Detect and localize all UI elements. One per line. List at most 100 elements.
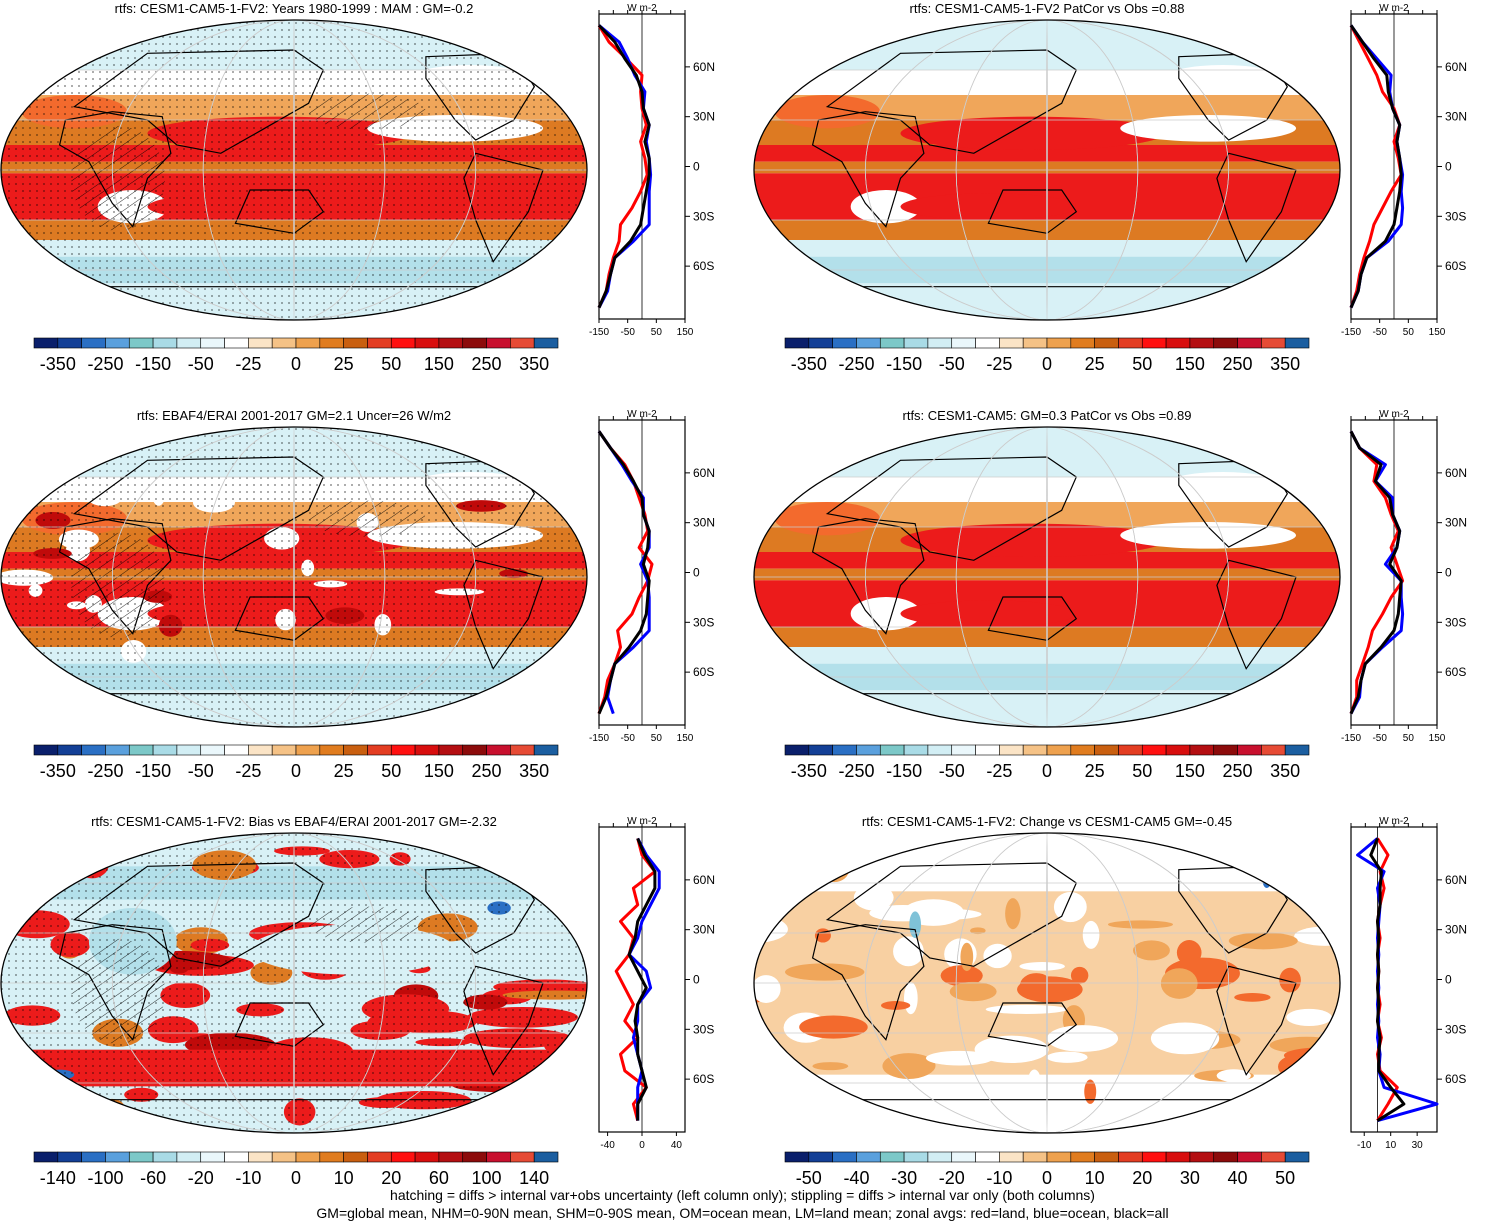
colorbar-swatch <box>248 744 273 756</box>
colorbar-label: -50 <box>796 1168 822 1188</box>
colorbar-swatch <box>1261 1151 1286 1163</box>
field-band <box>754 283 1340 320</box>
field-patch <box>754 975 781 1003</box>
colorbar-label: -30 <box>891 1168 917 1188</box>
profile-units: W m-2 <box>1379 3 1409 14</box>
field-patch <box>853 884 894 911</box>
colorbar-swatch <box>81 337 106 349</box>
colorbar-label: -250 <box>87 761 123 781</box>
meridian-line <box>293 20 295 320</box>
field-patch <box>21 1104 88 1119</box>
colorbar-label: -25 <box>986 761 1012 781</box>
colorbar-label: -50 <box>939 761 965 781</box>
profile-ytick-label: 60S <box>693 665 714 679</box>
profile-series-all <box>627 837 657 1121</box>
colorbar-swatch <box>856 337 881 349</box>
field-patch <box>1286 1008 1332 1026</box>
field-patch <box>900 193 1077 221</box>
colorbar-swatch <box>462 744 487 756</box>
graticule <box>1 833 587 1133</box>
field-patch <box>887 1053 936 1078</box>
field-patch <box>1046 1051 1088 1063</box>
colorbar: -350 -250 -150 -50 -25 0 25 50 150 250 350 <box>784 744 1310 781</box>
field-patch <box>970 927 986 935</box>
colorbar-label: -250 <box>87 354 123 374</box>
colorbar-label: 25 <box>1085 761 1105 781</box>
colorbar-label: -25 <box>235 761 261 781</box>
meridian-line <box>111 20 477 320</box>
profile-series-all <box>597 430 651 715</box>
profile-xtick-label: -40 <box>600 1140 615 1151</box>
colorbar-label: 0 <box>291 761 301 781</box>
colorbar-swatch <box>1165 744 1191 756</box>
profile-ytick-label: 30S <box>693 209 714 223</box>
profile-ytick-label: 0 <box>693 566 700 580</box>
colorbar-swatch <box>1141 337 1167 349</box>
colorbar-label: 140 <box>519 1168 549 1188</box>
field-patch <box>799 1015 868 1039</box>
colorbar-swatch <box>176 744 202 756</box>
colorbar-swatch <box>1189 744 1215 756</box>
colorbar-swatch <box>951 744 976 756</box>
colorbar-swatch <box>1141 744 1167 756</box>
profile-xtick-label: 50 <box>651 733 663 744</box>
field-patch <box>1133 940 1170 961</box>
zonal-profile: W m-2 60N 30N 0 30S 60S -150 -50 50 150 <box>1341 3 1467 338</box>
profile-xtick-label: -50 <box>620 733 635 744</box>
colorbar-label: 30 <box>1180 1168 1200 1188</box>
colorbar-swatch <box>414 744 440 756</box>
field-patch <box>819 856 850 883</box>
field-patch <box>900 600 1077 628</box>
colorbar-swatch <box>903 744 929 756</box>
field-patch <box>1305 869 1328 894</box>
map-field <box>754 20 1340 320</box>
antarctica-outline <box>754 693 1340 727</box>
colorbar-swatch <box>319 744 344 756</box>
colorbar-label: -25 <box>986 354 1012 374</box>
colorbar-swatch <box>105 337 130 349</box>
graticule <box>754 427 1340 727</box>
profile-xtick-label: -50 <box>1372 733 1387 744</box>
colorbar-swatch <box>999 744 1024 756</box>
map-border <box>0 19 588 321</box>
colorbar-swatch <box>343 744 368 756</box>
colorbar-label: 250 <box>1223 761 1253 781</box>
colorbar-swatch <box>533 1151 559 1163</box>
field-patch <box>799 1083 870 1092</box>
zonal-profile: W m-2 60N 30N 0 30S 60S -150 -50 50 150 <box>1341 409 1467 744</box>
colorbar-label: -250 <box>838 761 874 781</box>
colorbar-label: 0 <box>1042 1168 1052 1188</box>
panel-1: rtfs: CESM1-CAM5-1-FV2: Years 1980-1999 … <box>0 1 715 374</box>
colorbar-swatch <box>1094 1151 1119 1163</box>
meridian-line <box>955 833 1139 1133</box>
colorbar-label: 25 <box>334 761 354 781</box>
colorbar-swatch <box>1261 744 1286 756</box>
colorbar-swatch <box>903 1151 929 1163</box>
colorbar-label: 150 <box>424 761 454 781</box>
field-patch <box>1283 1047 1340 1064</box>
colorbar-swatch <box>1213 1151 1238 1163</box>
colorbar-swatch <box>81 744 106 756</box>
profile-series-all <box>1349 24 1403 309</box>
profile-ytick-label: 30S <box>693 615 714 629</box>
colorbar-swatch <box>1141 1151 1167 1163</box>
profile-series-all <box>1369 837 1406 1122</box>
field-patch <box>526 861 587 874</box>
meridian-line <box>293 833 295 1133</box>
footer-line-1: hatching = diffs > internal var+obs unce… <box>390 1187 1095 1203</box>
profile-series-ocean <box>1356 837 1439 1123</box>
field-band <box>754 647 1340 664</box>
field-patch <box>1279 967 1301 993</box>
colorbar-swatch <box>152 337 178 349</box>
colorbar-swatch <box>1237 337 1262 349</box>
colorbar-swatch <box>832 337 857 349</box>
colorbar-swatch <box>927 337 953 349</box>
panel-title: rtfs: CESM1-CAM5-1-FV2: Change vs CESM1-… <box>862 814 1232 829</box>
colorbar-swatch <box>176 337 202 349</box>
africa-outline <box>811 111 925 228</box>
profile-ytick-label: 0 <box>1445 973 1452 987</box>
meridian-line <box>202 833 386 1133</box>
profile-xtick-label: 50 <box>1403 733 1415 744</box>
profile-xtick-label: 50 <box>1403 327 1415 338</box>
